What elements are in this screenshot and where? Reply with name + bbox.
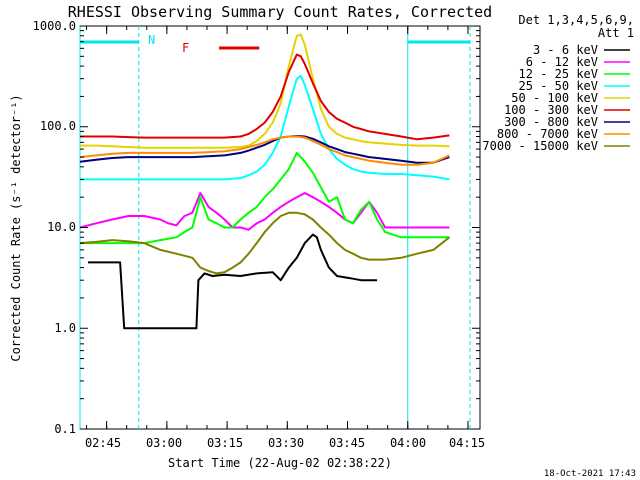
series-line-7 — [79, 135, 450, 166]
series-layer — [79, 33, 451, 330]
legend-label: 7000 - 15000 keV — [482, 139, 598, 153]
series-line-6 — [79, 135, 450, 164]
series-line-5 — [80, 53, 450, 141]
legend-label: 6 - 12 keV — [526, 55, 598, 69]
x-tick-label: 04:15 — [449, 436, 485, 450]
legend-header: Det 1,3,4,5,6,9, — [518, 13, 634, 27]
x-tick-label: 03:00 — [146, 436, 182, 450]
y-axis-label: Corrected Count Rate (s⁻¹ detector⁻¹) — [9, 94, 23, 361]
x-tick-label: 03:30 — [268, 436, 304, 450]
y-tick-label: 100.0 — [40, 119, 76, 133]
series-line-0 — [88, 233, 378, 330]
legend-header: Att 1 — [598, 26, 634, 40]
x-tick-label: 03:15 — [207, 436, 243, 450]
legend-label: 50 - 100 keV — [511, 91, 598, 105]
series-line-2 — [80, 151, 450, 245]
legend-label: 25 - 50 keV — [519, 79, 598, 93]
series-line-3 — [80, 74, 450, 181]
series-line-8 — [79, 211, 451, 275]
y-tick-label: 0.1 — [54, 422, 76, 436]
series-line-4 — [80, 33, 450, 149]
y-tick-label: 1.0 — [54, 321, 76, 335]
x-tick-label: 02:45 — [85, 436, 121, 450]
legend-label: 800 - 7000 keV — [497, 127, 598, 141]
night-label: N — [148, 33, 155, 47]
y-tick-label: 10.0 — [47, 220, 76, 234]
x-tick-label: 04:00 — [390, 436, 426, 450]
flare-label: F — [182, 41, 189, 55]
chart-title: RHESSI Observing Summary Count Rates, Co… — [68, 3, 492, 21]
x-axis-label: Start Time (22-Aug-02 02:38:22) — [168, 456, 392, 470]
legend-label: 300 - 800 keV — [504, 115, 598, 129]
y-tick-label: 1000.0 — [33, 19, 76, 33]
legend-label: 100 - 300 keV — [504, 103, 598, 117]
tick-layer — [80, 25, 480, 430]
legend-label: 3 - 6 keV — [533, 43, 598, 57]
legend-label: 12 - 25 keV — [519, 67, 598, 81]
date-stamp: 18-Oct-2021 17:43 — [544, 469, 636, 479]
x-tick-label: 03:45 — [329, 436, 365, 450]
